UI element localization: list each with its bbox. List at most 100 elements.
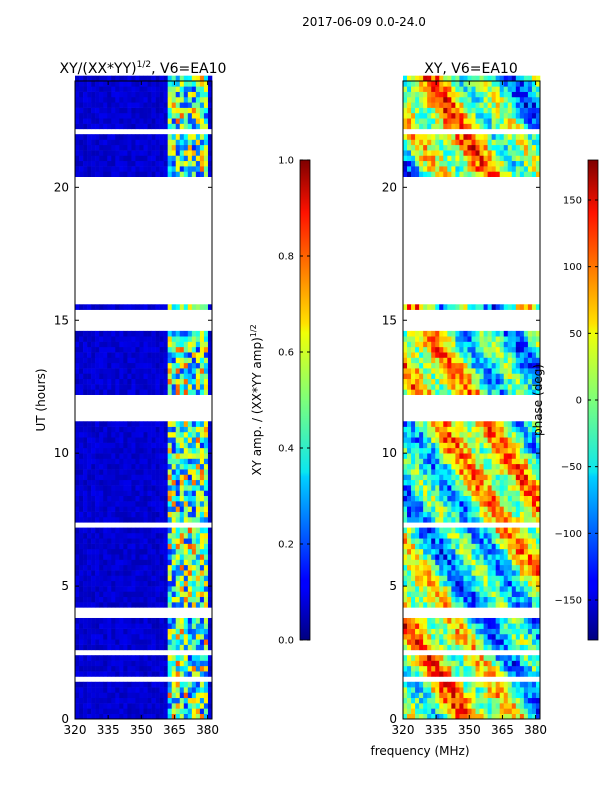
heatmap-cell [515, 575, 521, 582]
heatmap-cell [447, 671, 452, 677]
heatmap-cell [191, 107, 197, 114]
heatmap-cell [79, 330, 84, 337]
heatmap-cell [147, 346, 152, 353]
heatmap-cell [503, 469, 509, 475]
heatmap-cell [171, 352, 177, 358]
heatmap-cell [479, 596, 484, 603]
heatmap-cell [103, 389, 108, 395]
heatmap-cell [423, 564, 428, 571]
heatmap-cell [179, 453, 185, 459]
heatmap-cell [483, 437, 488, 443]
heatmap-cell [467, 697, 472, 704]
heatmap-cell [511, 341, 517, 348]
heatmap-cell [495, 346, 501, 353]
heatmap-cell [107, 713, 112, 720]
heatmap-cell [91, 81, 96, 87]
heatmap-cell [151, 346, 156, 353]
heatmap-cell [151, 527, 156, 534]
heatmap-cell [187, 437, 193, 443]
heatmap-cell [467, 495, 472, 502]
heatmap-cell [79, 501, 84, 507]
heatmap-cell [491, 644, 496, 651]
heatmap-cell [527, 463, 533, 470]
heatmap-cell [207, 155, 213, 162]
heatmap-cell [127, 171, 132, 177]
heatmap-cell [175, 421, 181, 427]
heatmap-cell [435, 490, 440, 496]
heatmap-cell [203, 575, 209, 582]
heatmap-cell [147, 511, 152, 518]
heatmap-cell [183, 602, 189, 608]
heatmap-cell [111, 628, 116, 635]
heatmap-cell [135, 506, 140, 512]
heatmap-cell [471, 474, 476, 481]
heatmap-cell [75, 655, 80, 661]
heatmap-cell [183, 442, 189, 449]
heatmap-cell [475, 532, 480, 539]
heatmap-cell [431, 389, 436, 395]
heatmap-cell [127, 681, 132, 688]
heatmap-cell [171, 570, 177, 576]
heatmap-cell [415, 628, 420, 635]
heatmap-cell [75, 336, 80, 342]
heatmap-cell [451, 368, 456, 374]
heatmap-cell [463, 591, 468, 598]
heatmap-cell [415, 368, 420, 374]
heatmap-cell [535, 591, 541, 598]
heatmap-cell [99, 633, 104, 640]
heatmap-cell [191, 516, 197, 523]
heatmap-cell [503, 474, 509, 481]
heatmap-cell [115, 171, 120, 177]
heatmap-cell [515, 681, 521, 688]
heatmap-cell [423, 527, 428, 534]
heatmap-cell [463, 453, 468, 459]
heatmap-cell [491, 469, 496, 475]
heatmap-cell [519, 644, 525, 651]
heatmap-cell [123, 389, 128, 395]
heatmap-cell [115, 708, 120, 714]
heatmap-cell [171, 469, 177, 475]
heatmap-cell [163, 346, 168, 353]
heatmap-cell [487, 532, 492, 539]
heatmap-cell [159, 665, 164, 672]
heatmap-cell [75, 166, 80, 172]
heatmap-cell [499, 341, 505, 348]
heatmap-cell [167, 586, 173, 592]
heatmap-cell [523, 692, 529, 699]
heatmap-cell [83, 139, 88, 146]
heatmap-cell [91, 617, 96, 624]
heatmap-cell [463, 527, 468, 534]
heatmap-cell [99, 389, 104, 395]
heatmap-cell [111, 479, 116, 486]
heatmap-cell [123, 490, 128, 496]
heatmap-cell [151, 633, 156, 640]
heatmap-cell [127, 112, 132, 119]
heatmap-cell [459, 341, 464, 348]
heatmap-cell [175, 527, 181, 534]
heatmap-cell [487, 639, 492, 645]
heatmap-cell [203, 506, 209, 512]
heatmap-cell [419, 431, 424, 438]
heatmap-cell [455, 660, 460, 667]
heatmap-cell [119, 559, 124, 566]
heatmap-cell [511, 447, 517, 454]
heatmap-cell [527, 506, 533, 512]
heatmap-cell [499, 368, 505, 374]
heatmap-cell [175, 75, 181, 82]
heatmap-cell [131, 479, 136, 486]
heatmap-cell [203, 384, 209, 390]
heatmap-cell [427, 485, 432, 491]
heatmap-cell [179, 495, 185, 502]
heatmap-cell [535, 692, 541, 699]
heatmap-cell [91, 357, 96, 364]
heatmap-cell [175, 538, 181, 544]
heatmap-cell [483, 665, 488, 672]
heatmap-cell [103, 543, 108, 550]
heatmap-cell [191, 421, 197, 427]
heatmap-cell [187, 166, 193, 172]
heatmap-cell [175, 123, 181, 130]
heatmap-cell [447, 511, 452, 518]
heatmap-cell [175, 166, 181, 172]
heatmap-cell [183, 564, 189, 571]
heatmap-cell [135, 304, 140, 310]
